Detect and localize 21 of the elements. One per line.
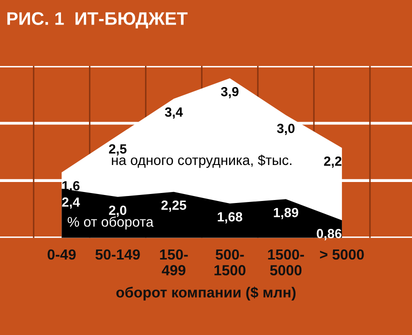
data-label: 2,0: [109, 206, 126, 217]
data-label: 2,4: [62, 197, 80, 209]
data-label: 2,25: [161, 200, 186, 212]
x-axis-title: оборот компании ($ млн): [116, 286, 296, 300]
series-label: на одного сотрудника, $тыс.: [112, 154, 292, 168]
data-label: 1,89: [274, 208, 298, 220]
x-tick-label: 50-149: [95, 249, 140, 260]
data-label: 3,4: [164, 107, 183, 119]
x-tick-label: 150- 499: [160, 249, 188, 276]
data-label: 2,2: [324, 156, 342, 168]
data-label: 2,5: [109, 144, 127, 156]
data-label: 0,86: [316, 228, 342, 240]
series-label: % от оборота: [68, 216, 154, 230]
data-label: 1,68: [218, 212, 242, 224]
x-tick-label: 0-49: [48, 249, 76, 260]
chart-title: РИС. 1 ИТ-БЮДЖЕТ: [7, 12, 188, 28]
x-tick-label: 500- 1500: [214, 249, 246, 276]
x-tick-label: 1500- 5000: [268, 249, 304, 276]
data-label: 3,9: [220, 86, 239, 98]
x-tick-label: > 5000: [320, 249, 364, 260]
data-label: 3,0: [277, 124, 295, 136]
